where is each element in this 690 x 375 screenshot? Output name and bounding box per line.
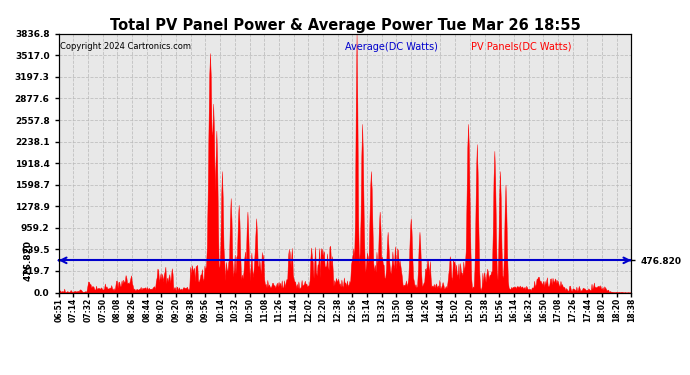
Title: Total PV Panel Power & Average Power Tue Mar 26 18:55: Total PV Panel Power & Average Power Tue… bbox=[110, 18, 580, 33]
Text: Copyright 2024 Cartronics.com: Copyright 2024 Cartronics.com bbox=[60, 42, 191, 51]
Text: Average(DC Watts): Average(DC Watts) bbox=[345, 42, 438, 51]
Text: 476.820: 476.820 bbox=[24, 240, 33, 281]
Text: PV Panels(DC Watts): PV Panels(DC Watts) bbox=[471, 42, 571, 51]
